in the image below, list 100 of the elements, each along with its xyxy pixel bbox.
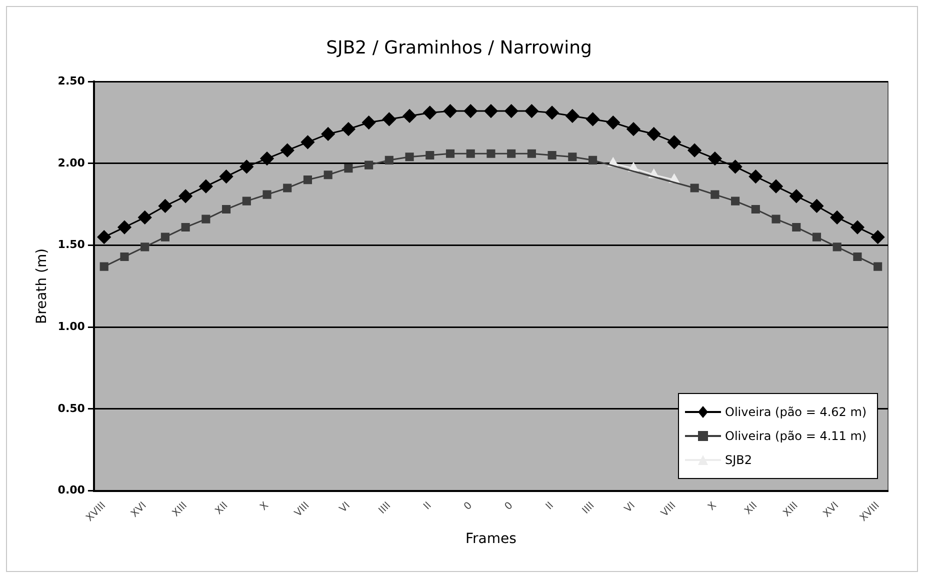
point xyxy=(280,144,294,158)
point xyxy=(588,156,598,164)
y-tick-label: 1.00 xyxy=(58,320,86,333)
point xyxy=(545,106,559,120)
point xyxy=(524,104,538,118)
point xyxy=(324,170,332,180)
x-tick-label: XIII xyxy=(170,500,190,520)
legend-label: Oliveira (pão = 4.62 m) xyxy=(725,404,867,419)
x-tick-label: XII xyxy=(213,500,230,517)
point xyxy=(100,262,108,271)
point xyxy=(178,189,192,203)
point xyxy=(728,160,742,174)
point xyxy=(97,230,111,244)
x-tick-label: VI xyxy=(338,500,352,515)
point xyxy=(710,190,720,199)
point xyxy=(626,122,640,136)
x-tick-label: XIII xyxy=(781,500,800,520)
point xyxy=(751,204,760,214)
point xyxy=(748,170,762,184)
x-tick-label: II xyxy=(422,500,434,512)
point xyxy=(850,220,864,234)
point xyxy=(688,144,702,158)
point xyxy=(138,210,152,224)
y-tick-label: 0.50 xyxy=(58,402,86,415)
x-tick-label: XVI xyxy=(822,500,842,520)
point xyxy=(504,104,518,118)
x-axis-title: Frames xyxy=(466,531,516,548)
point xyxy=(832,242,842,252)
point xyxy=(647,127,661,141)
point xyxy=(464,104,478,118)
point xyxy=(199,180,213,194)
point xyxy=(871,230,885,244)
point xyxy=(667,135,681,149)
x-tick-label: X xyxy=(706,500,719,513)
point xyxy=(364,160,374,170)
point xyxy=(262,190,272,199)
point xyxy=(426,150,434,160)
point xyxy=(181,222,190,232)
legend-label: SJB2 xyxy=(725,452,752,467)
point xyxy=(240,160,254,174)
point xyxy=(507,149,516,158)
legend-label: Oliveira (pão = 4.11 m) xyxy=(725,428,867,443)
point xyxy=(446,149,455,158)
x-tick-label: II xyxy=(544,500,556,512)
point xyxy=(260,152,274,166)
point xyxy=(242,196,251,206)
point xyxy=(731,196,740,206)
point xyxy=(423,106,437,120)
y-tick-label: 0.00 xyxy=(58,484,86,497)
x-tick-label: 0 xyxy=(503,500,516,512)
y-tick-label: 2.50 xyxy=(58,74,86,88)
point xyxy=(790,189,804,203)
point xyxy=(810,199,824,213)
point xyxy=(444,104,457,118)
x-tick-label: VIII xyxy=(659,500,678,520)
point xyxy=(202,214,210,224)
point xyxy=(384,156,394,164)
point xyxy=(158,199,172,213)
y-tick-label: 2.00 xyxy=(58,156,86,170)
point xyxy=(606,116,620,130)
point xyxy=(769,180,783,194)
x-tick-label: VIII xyxy=(292,500,312,520)
point xyxy=(405,152,414,162)
point xyxy=(792,222,801,232)
x-tick-label: VI xyxy=(622,500,638,515)
point xyxy=(220,170,234,184)
point xyxy=(321,127,335,141)
x-tick-label: IIII xyxy=(377,500,394,516)
point xyxy=(362,116,376,130)
point xyxy=(853,252,862,262)
x-tick-label: 0 xyxy=(462,500,475,512)
point xyxy=(527,149,536,158)
point xyxy=(568,152,577,162)
x-tick-label: XII xyxy=(742,500,760,517)
point xyxy=(484,104,498,118)
point xyxy=(586,112,600,126)
point xyxy=(283,184,292,192)
point xyxy=(812,232,822,242)
x-tick-label: XVI xyxy=(129,500,149,520)
point xyxy=(402,109,416,123)
point xyxy=(690,184,699,192)
y-tick-label: 1.50 xyxy=(58,238,86,252)
point xyxy=(300,135,314,149)
point xyxy=(160,232,170,242)
x-tick-label: X xyxy=(258,500,272,513)
point xyxy=(118,220,132,234)
point xyxy=(566,109,580,123)
point xyxy=(708,152,722,166)
point xyxy=(120,252,129,262)
point xyxy=(140,242,150,252)
point xyxy=(486,149,496,158)
point xyxy=(830,210,844,224)
point xyxy=(382,112,396,126)
point xyxy=(344,164,353,173)
y-axis-title: Breath (m) xyxy=(34,248,50,324)
point xyxy=(342,122,356,136)
chart-title: SJB2 / Graminhos / Narrowing xyxy=(326,37,592,58)
point xyxy=(874,262,882,271)
point xyxy=(303,176,312,184)
point xyxy=(772,214,780,224)
